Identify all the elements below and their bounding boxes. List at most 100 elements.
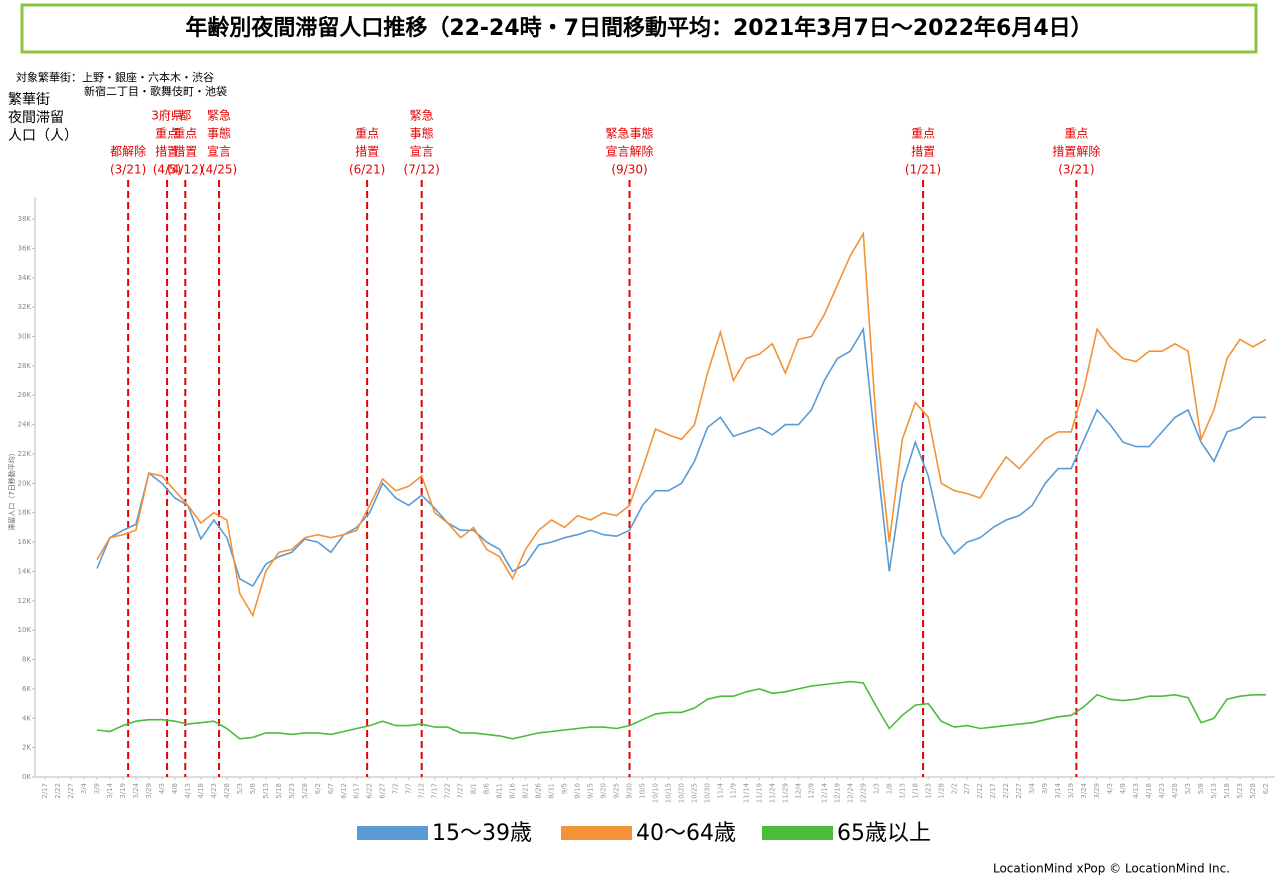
x-tick-label: 3/14 [1054, 782, 1062, 798]
x-tick-label: 11/9 [729, 783, 737, 799]
y-axis-title: 滞留人口（7日移動平均） [7, 449, 16, 530]
y-tick-label: 12K [18, 597, 32, 605]
event-label: 緊急事態 [606, 126, 654, 141]
x-tick-label: 12/9 [807, 783, 815, 799]
y-tick-label: 10K [18, 626, 32, 634]
event-label: 措置 [173, 145, 197, 159]
y-tick-label: 6K [22, 685, 31, 693]
x-tick-label: 3/24 [132, 782, 140, 798]
x-tick-label: 4/13 [1132, 783, 1140, 799]
y-tick-label: 26K [18, 391, 32, 399]
event-label: 宣言 [410, 144, 434, 159]
y-unit-label: 人口（人） [8, 128, 78, 144]
legend-label: 40～64歳 [636, 821, 736, 846]
x-tick-label: 6/2 [1262, 783, 1270, 794]
y-unit-label: 夜間滞留 [8, 110, 64, 126]
event-label: 措置 [355, 145, 379, 159]
x-tick-label: 7/17 [431, 783, 439, 799]
y-tick-label: 16K [18, 538, 32, 546]
x-tick-label: 11/14 [742, 782, 750, 803]
x-tick-label: 3/9 [1041, 783, 1049, 794]
x-tick-label: 6/2 [314, 783, 322, 794]
x-tick-label: 1/8 [885, 783, 893, 794]
x-tick-label: 12/29 [859, 783, 867, 803]
x-tick-label: 2/17 [989, 783, 997, 799]
x-tick-label: 2/27 [67, 783, 75, 799]
x-tick-label: 9/10 [574, 783, 582, 799]
y-tick-label: 30K [18, 332, 32, 340]
x-tick-label: 3/29 [145, 783, 153, 799]
x-tick-label: 12/24 [846, 782, 854, 803]
x-tick-label: 11/29 [781, 783, 789, 803]
event-label: 措置解除 [1052, 144, 1100, 159]
x-tick-label: 12/14 [820, 782, 828, 803]
x-tick-label: 2/22 [54, 783, 62, 799]
x-tick-label: 5/28 [1249, 783, 1257, 799]
y-tick-label: 4K [22, 714, 31, 722]
x-tick-label: 8/16 [509, 782, 517, 798]
x-tick-label: 6/22 [366, 783, 374, 799]
series-line [96, 326, 1266, 588]
x-tick-label: 8/21 [522, 783, 530, 799]
y-unit-label: 繁華街 [8, 92, 50, 108]
y-tick-label: 18K [18, 509, 32, 517]
event-label: 重点 [173, 127, 197, 141]
x-tick-label: 4/23 [210, 783, 218, 799]
x-tick-label: 5/3 [1184, 783, 1192, 794]
x-tick-label: 5/3 [236, 783, 244, 794]
x-tick-label: 10/5 [639, 783, 647, 799]
x-tick-label: 3/19 [119, 783, 127, 799]
event-label: 事態 [207, 126, 231, 141]
x-tick-label: 5/18 [275, 783, 283, 799]
event-label: 宣言 [207, 144, 231, 159]
x-tick-label: 2/12 [976, 783, 984, 799]
y-tick-label: 2K [22, 744, 31, 752]
x-tick-label: 12/4 [794, 782, 802, 798]
x-tick-label: 7/7 [405, 783, 413, 794]
x-tick-label: 3/19 [1067, 783, 1075, 799]
y-tick-label: 8K [22, 656, 31, 664]
x-tick-label: 4/28 [223, 783, 231, 799]
x-tick-label: 7/2 [392, 783, 400, 794]
x-tick-label: 2/2 [950, 783, 958, 794]
x-tick-label: 4/18 [197, 783, 205, 799]
x-tick-label: 5/8 [1197, 783, 1205, 794]
event-date: (3/21) [110, 163, 146, 177]
x-tick-label: 3/4 [80, 782, 88, 794]
x-tick-label: 5/23 [288, 783, 296, 799]
x-tick-label: 5/28 [301, 783, 309, 799]
area-note: 対象繁華街：上野・銀座・六本木・渋谷 [16, 70, 214, 84]
event-label: 重点 [911, 127, 935, 141]
x-tick-label: 3/24 [1080, 782, 1088, 798]
y-tick-label: 36K [18, 244, 32, 252]
x-tick-label: 3/14 [106, 782, 114, 798]
x-tick-label: 1/23 [924, 783, 932, 799]
event-date: (4/5) [153, 163, 182, 177]
x-tick-label: 7/22 [444, 783, 452, 799]
x-tick-label: 8/26 [535, 782, 543, 798]
legend-label: 15～39歳 [432, 821, 532, 846]
x-tick-label: 5/13 [262, 783, 270, 799]
y-tick-label: 32K [18, 303, 32, 311]
event-date: (6/21) [349, 163, 385, 177]
event-label: 重点 [1064, 127, 1088, 141]
legend-label: 65歳以上 [837, 821, 931, 846]
x-tick-label: 9/25 [613, 783, 621, 799]
event-date: (4/12) [167, 163, 203, 177]
area-note: 新宿二丁目・歌舞伎町・池袋 [84, 84, 227, 98]
x-tick-label: 1/13 [898, 783, 906, 799]
y-tick-label: 38K [18, 215, 32, 223]
x-tick-label: 5/18 [1223, 783, 1231, 799]
x-tick-label: 11/4 [716, 782, 724, 798]
x-tick-label: 4/28 [1171, 783, 1179, 799]
x-tick-label: 3/4 [1028, 782, 1036, 794]
x-tick-label: 2/22 [1002, 783, 1010, 799]
legend-swatch [561, 826, 632, 840]
chart-title: 年齢別夜間滞留人口推移（22-24時・7日間移動平均：2021年3月7日～202… [185, 15, 1092, 41]
y-tick-label: 34K [18, 274, 32, 282]
y-tick-label: 0K [22, 773, 31, 781]
x-tick-label: 4/3 [1106, 783, 1114, 794]
x-tick-label: 4/18 [1145, 783, 1153, 799]
x-tick-label: 2/17 [41, 783, 49, 799]
